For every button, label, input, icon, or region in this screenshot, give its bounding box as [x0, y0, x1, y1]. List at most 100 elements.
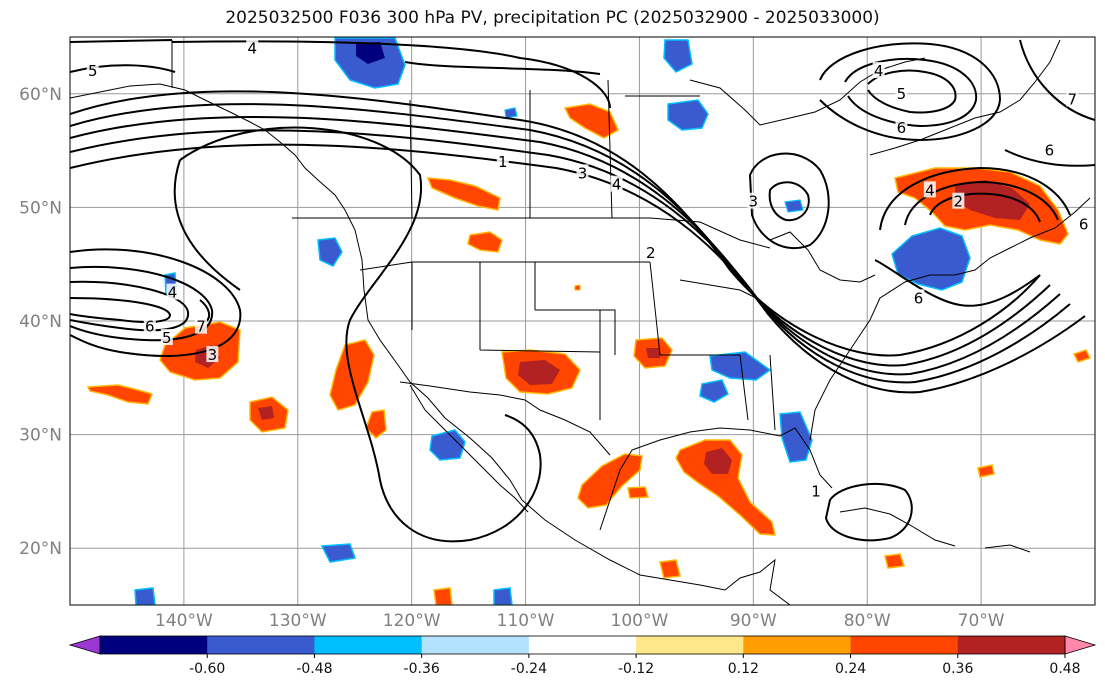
coastline-alaska-pacific — [70, 83, 523, 501]
precip-anomaly-negative — [699, 379, 729, 403]
lat-tick-label: 20°N — [19, 539, 62, 559]
pv-contour — [70, 143, 1086, 394]
pv-label-background — [160, 329, 173, 346]
pv-contour — [768, 181, 810, 222]
pv-label-text: 6 — [897, 119, 907, 137]
pv-contour-label: 4 — [923, 181, 936, 199]
precip-anomaly-negative — [429, 429, 466, 461]
precip-anomaly-positive — [675, 439, 776, 536]
precip-anomaly-positive — [365, 409, 387, 440]
pv-label-background — [1066, 90, 1079, 107]
colorbar-tick-label: -0.24 — [511, 661, 547, 677]
lat-tick-label: 50°N — [19, 198, 62, 218]
pv-contour — [874, 259, 1041, 307]
pv-contour — [70, 297, 172, 324]
pv-contour — [173, 159, 241, 291]
pv-contour — [1019, 39, 1095, 121]
latitude-tick-labels: 20°N 30°N 40°N 50°N 60°N — [19, 85, 62, 559]
pv-contour-label: 3 — [206, 346, 219, 364]
lon-tick-label: 110°W — [497, 611, 555, 631]
precip-anomaly-positive — [574, 284, 581, 291]
pv-contour — [404, 61, 601, 75]
precip-anomaly-positive — [627, 486, 649, 499]
precip-anomaly-positive — [659, 559, 681, 579]
longitude-tick-labels: 140°W 130°W 120°W 110°W 100°W 90°W 80°W 70°W — [155, 611, 1005, 631]
colorbar-swatch — [528, 636, 637, 654]
precip-anomaly-positive — [426, 177, 501, 211]
pv-label-background — [895, 84, 908, 101]
pv-label-background — [809, 482, 822, 499]
pv-contour — [819, 42, 1002, 142]
pv-contours — [70, 39, 1095, 543]
colorbar-swatch — [421, 636, 530, 654]
precip-anomaly-positive — [518, 360, 560, 385]
pv-contour-label: 4 — [610, 175, 623, 194]
pv-contour-label: 2 — [644, 243, 657, 262]
lat-tick-label: 60°N — [19, 85, 62, 105]
colorbar-swatch — [636, 636, 744, 654]
colorbar-tick-label: 0.12 — [728, 661, 759, 677]
coastline-mexico-gulf — [521, 499, 791, 605]
pv-contour-label: 4 — [246, 39, 259, 57]
pv-label-background — [86, 62, 99, 79]
lat-tick-label: 40°N — [19, 312, 62, 332]
pv-label-text: 4 — [925, 181, 935, 199]
colorbar-swatch — [743, 636, 852, 654]
pv-label-text: 1 — [811, 482, 821, 500]
colorbar-outline — [99, 635, 1066, 655]
precip-anomaly-negative — [709, 351, 772, 381]
pv-label-text: 4 — [247, 39, 257, 57]
pv-label-text: 4 — [168, 284, 178, 302]
border-us-states — [359, 261, 776, 431]
pv-label-text: 1 — [498, 153, 508, 171]
precip-anomaly-negative — [493, 587, 513, 605]
pv-contour-label: 7 — [194, 317, 207, 336]
pv-contour — [70, 115, 1061, 376]
coastline-hispaniola — [984, 544, 1031, 553]
pv-contour-label: 1 — [496, 152, 509, 171]
precip-anomaly-negative — [667, 99, 709, 131]
pv-label-background — [194, 317, 207, 334]
precip-anomaly-negative — [779, 411, 813, 463]
pv-contour — [70, 129, 1071, 384]
precip-anomaly-positive — [577, 453, 643, 509]
pv-contour-label: 3 — [576, 164, 589, 182]
lon-tick-label: 70°W — [958, 611, 1005, 631]
coastline-east — [809, 197, 1091, 441]
pv-label-background — [166, 283, 179, 300]
colorbar-tick-label: 0.48 — [1049, 661, 1080, 677]
pv-label-text: 4 — [612, 176, 622, 194]
lat-tick-label: 30°N — [19, 426, 62, 446]
pv-label-text: 2 — [646, 244, 656, 262]
precip-anomaly-negative — [320, 543, 357, 563]
pv-contour — [70, 248, 242, 357]
colorbar-tick-label: -0.36 — [404, 661, 440, 677]
colorbar-tick-label: -0.48 — [296, 661, 332, 677]
gridlines — [70, 37, 1095, 605]
pv-label-text: 3 — [208, 346, 218, 364]
colorbar-extend-high — [1064, 635, 1097, 655]
pv-contour — [879, 166, 1071, 231]
precip-anomaly-positive — [563, 103, 619, 139]
pv-contour-label: 6 — [895, 118, 908, 137]
pv-contour — [748, 152, 830, 250]
pv-label-background — [895, 118, 908, 135]
precip-anomaly-positive — [467, 231, 503, 253]
pv-contour — [70, 280, 190, 332]
pv-label-background — [747, 192, 760, 209]
pv-contour-label: 2 — [952, 192, 965, 211]
pv-contour-label: 5 — [895, 84, 908, 103]
colorbar: -0.60 -0.48 -0.36 -0.24 -0.12 0.12 0.24 0.36 0.4… — [68, 635, 1097, 677]
pv-label-text: 2 — [954, 193, 964, 211]
precip-anomaly-negative — [504, 107, 518, 119]
pv-label-text: 5 — [897, 85, 907, 103]
colorbar-swatch — [957, 636, 1066, 654]
pv-label-background — [923, 181, 936, 198]
pv-contour-label: 4 — [872, 62, 885, 80]
pv-label-text: 6 — [1045, 142, 1055, 160]
lon-tick-label: 100°W — [611, 611, 669, 631]
pv-label-text: 7 — [196, 318, 206, 336]
coastline-baja — [409, 384, 529, 513]
precip-anomaly-negative — [663, 39, 693, 73]
